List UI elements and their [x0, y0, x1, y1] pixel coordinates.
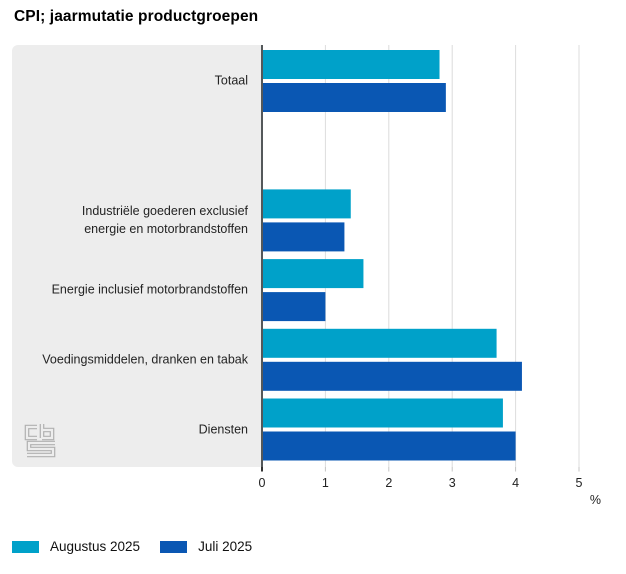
- x-axis-tick-label: 3: [448, 476, 456, 490]
- bar-juli-2025[interactable]: [262, 292, 326, 322]
- cbs-logo-letter: [40, 424, 54, 440]
- bar-augustus-2025[interactable]: [262, 259, 364, 289]
- category-label: Diensten: [198, 421, 248, 436]
- legend-item-juli-2025[interactable]: Juli 2025: [160, 539, 252, 554]
- legend: Augustus 2025 Juli 2025: [12, 539, 272, 554]
- cbs-logo-letter: [24, 424, 37, 441]
- cbs-logo-icon: [24, 424, 56, 458]
- x-axis-unit-label: %: [589, 493, 601, 507]
- category-label: Industriële goederen exclusief energie e…: [81, 204, 248, 236]
- cbs-logo-letter: [27, 441, 55, 457]
- x-axis-tick-label: 5: [575, 476, 583, 490]
- category-label-panel: [12, 45, 262, 467]
- legend-label: Juli 2025: [198, 539, 253, 554]
- legend-swatch-augustus-2025: [12, 540, 39, 553]
- bar-augustus-2025[interactable]: [262, 398, 503, 428]
- legend-swatch-juli-2025: [160, 540, 188, 553]
- category-label: Voedingsmiddelen, dranken en tabak: [42, 352, 248, 367]
- x-axis-tick-label: 1: [321, 476, 329, 490]
- cbs-logo-letter: [25, 425, 37, 440]
- legend-item-augustus-2025[interactable]: Augustus 2025: [12, 539, 140, 554]
- bar-augustus-2025[interactable]: [262, 50, 440, 79]
- plot-area: [261, 45, 580, 472]
- bar-augustus-2025[interactable]: [262, 189, 351, 219]
- bar-juli-2025[interactable]: [262, 83, 446, 112]
- category-label: Energie inclusief motorbrandstoffen: [51, 282, 248, 297]
- chart-title: CPI; jaarmutatie productgroepen: [14, 8, 259, 25]
- bar-juli-2025[interactable]: [262, 222, 345, 252]
- category-label: Totaal: [214, 73, 248, 88]
- bar-augustus-2025[interactable]: [262, 328, 497, 358]
- legend-label: Augustus 2025: [50, 539, 141, 554]
- bar-juli-2025[interactable]: [262, 431, 516, 461]
- x-axis-tick-label: 4: [512, 476, 520, 490]
- x-axis-tick-label: 2: [385, 476, 393, 490]
- x-axis-tick-label: 0: [258, 476, 266, 490]
- bar-juli-2025[interactable]: [262, 361, 522, 391]
